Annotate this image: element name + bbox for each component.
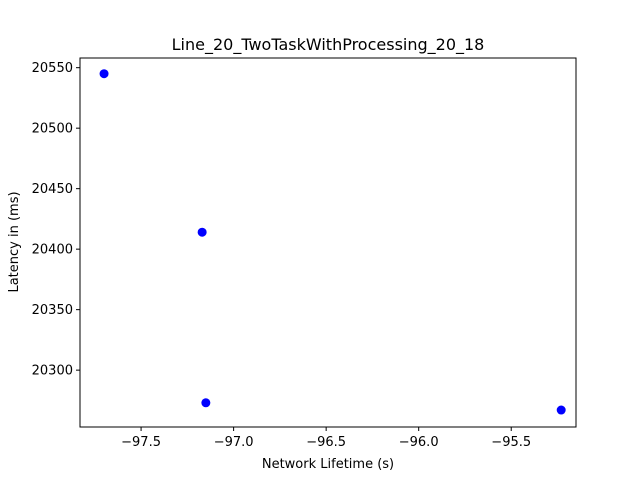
data-point — [197, 227, 207, 237]
y-tick-label: 20300 — [32, 364, 73, 379]
data-point — [201, 398, 211, 408]
y-axis-ticks: 20300 20350 20400 20450 20500 20550 — [32, 61, 80, 379]
y-tick-label: 20500 — [32, 122, 73, 137]
x-axis-ticks: −97.5 −97.0 −96.5 −96.0 −95.5 — [121, 427, 531, 450]
x-axis-label: Network Lifetime (s) — [262, 457, 394, 472]
x-tick-label: −96.0 — [399, 435, 439, 450]
y-axis-label: Latency in (ms) — [7, 191, 22, 292]
x-tick-label: −97.5 — [121, 435, 161, 450]
x-tick-label: −95.5 — [491, 435, 531, 450]
plot-area-frame — [79, 57, 577, 428]
y-tick-label: 20550 — [32, 61, 73, 76]
y-tick-label: 20350 — [32, 303, 73, 318]
y-tick-label: 20450 — [32, 182, 73, 197]
data-point — [556, 405, 566, 415]
y-tick-label: 20400 — [32, 243, 73, 258]
chart-title: Line_20_TwoTaskWithProcessing_20_18 — [172, 35, 485, 55]
x-tick-label: −97.0 — [214, 435, 254, 450]
data-point — [99, 69, 109, 79]
data-points — [99, 69, 566, 415]
x-tick-label: −96.5 — [306, 435, 346, 450]
